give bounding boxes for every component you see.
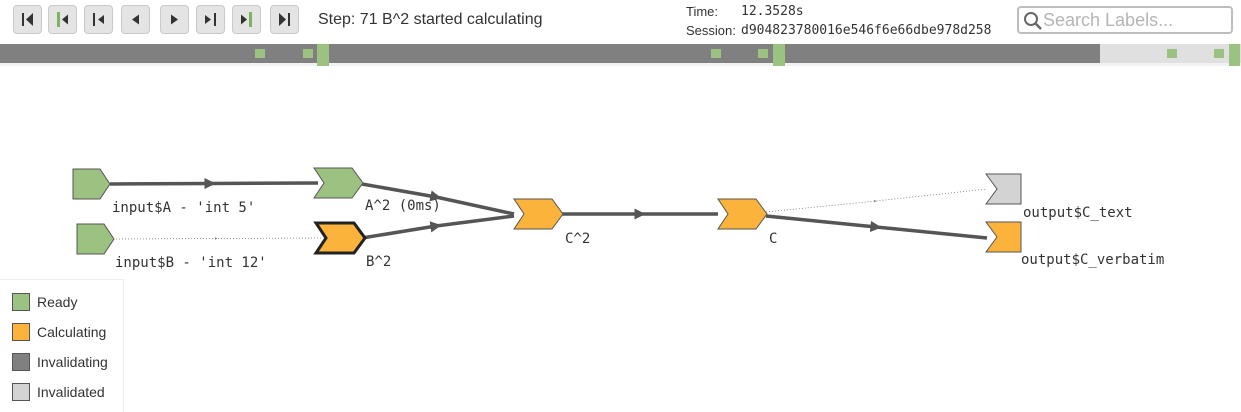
timeline-marker: [758, 49, 768, 58]
session-value: d904823780016e546f6e66dbe978d258: [741, 23, 992, 38]
node-label-outText: output$C_text: [1023, 205, 1133, 221]
node-label-inputB: input$B - 'int 12': [115, 255, 267, 271]
timeline-marker: [303, 49, 313, 58]
legend: Ready Calculating Invalidating Invalidat…: [0, 279, 124, 412]
next-output-button[interactable]: [196, 5, 225, 34]
edge-C-outText: [765, 188, 988, 213]
toolbar: Step: 71 B^2 started calculating Time: 1…: [0, 0, 1241, 44]
node-C[interactable]: [717, 198, 768, 230]
search-input[interactable]: [1043, 10, 1228, 30]
legend-swatch-ready: [12, 293, 30, 311]
edge-C-outVerb: [765, 214, 988, 240]
next-step-button[interactable]: [160, 5, 189, 34]
next-idle-icon: [241, 12, 252, 27]
edge-B2-C2: [361, 214, 515, 240]
legend-label: Calculating: [37, 324, 107, 340]
legend-label: Invalidated: [37, 384, 105, 400]
reactive-graph: input$A - 'int 5' input$B - 'int 12' A^2…: [72, 167, 1164, 271]
timeline-handle[interactable]: [317, 44, 329, 66]
prev-output-icon: [93, 13, 104, 26]
time-value: 12.3528s: [741, 4, 804, 19]
node-outVerb[interactable]: [985, 221, 1022, 253]
edge-A2-C2: [361, 182, 515, 216]
legend-swatch-invalidated: [12, 383, 30, 401]
next-idle-button[interactable]: [232, 5, 261, 34]
timeline-marker: [255, 49, 265, 58]
timeline-progress: [0, 44, 1100, 66]
node-label-inputA: input$A - 'int 5': [112, 200, 255, 216]
search-box: [1017, 6, 1233, 34]
legend-label: Invalidating: [37, 354, 108, 370]
node-inputB[interactable]: [76, 223, 115, 255]
node-A2[interactable]: [313, 167, 364, 199]
node-C2[interactable]: [513, 198, 564, 230]
prev-idle-button[interactable]: [48, 5, 77, 34]
step-forward-icon: [171, 14, 178, 25]
node-B2[interactable]: [313, 221, 367, 255]
timeline-handle[interactable]: [773, 44, 785, 66]
legend-swatch-calculating: [12, 323, 30, 341]
timeline-scrubber[interactable]: [0, 44, 1241, 66]
node-outText[interactable]: [985, 173, 1022, 205]
skip-to-start-icon: [22, 13, 33, 26]
node-inputA[interactable]: [72, 168, 111, 200]
first-step-button[interactable]: [13, 5, 42, 34]
timeline-marker: [711, 49, 721, 58]
graph-nodes: [72, 167, 1022, 255]
prev-step-button[interactable]: [121, 5, 150, 34]
skip-to-end-icon: [279, 13, 290, 26]
timeline-handle[interactable]: [1229, 44, 1240, 66]
timeline-marker: [1214, 49, 1224, 58]
graph-labels: input$A - 'int 5' input$B - 'int 12' A^2…: [112, 198, 1164, 271]
time-label: Time:: [686, 4, 719, 19]
search-icon: [1024, 12, 1042, 30]
edge-inputB-B2: [112, 237, 323, 240]
graph-edges: [109, 177, 988, 240]
prev-output-button[interactable]: [84, 5, 113, 34]
node-label-A2: A^2 (0ms): [365, 198, 441, 214]
next-output-icon: [205, 13, 216, 26]
step-status: Step: 71 B^2 started calculating: [318, 11, 543, 28]
last-step-button[interactable]: [270, 5, 299, 34]
node-label-B2: B^2: [366, 254, 391, 270]
legend-label: Ready: [37, 294, 78, 310]
node-label-C: C: [769, 231, 777, 247]
prev-idle-icon: [57, 12, 68, 27]
timeline-marker: [1167, 49, 1177, 58]
edge-inputA-A2: [109, 177, 319, 190]
legend-swatch-invalidating: [12, 353, 30, 371]
node-label-C2: C^2: [565, 231, 590, 247]
node-label-outVerb: output$C_verbatim: [1021, 252, 1164, 268]
session-label: Session:: [686, 23, 736, 38]
step-back-icon: [132, 14, 139, 25]
